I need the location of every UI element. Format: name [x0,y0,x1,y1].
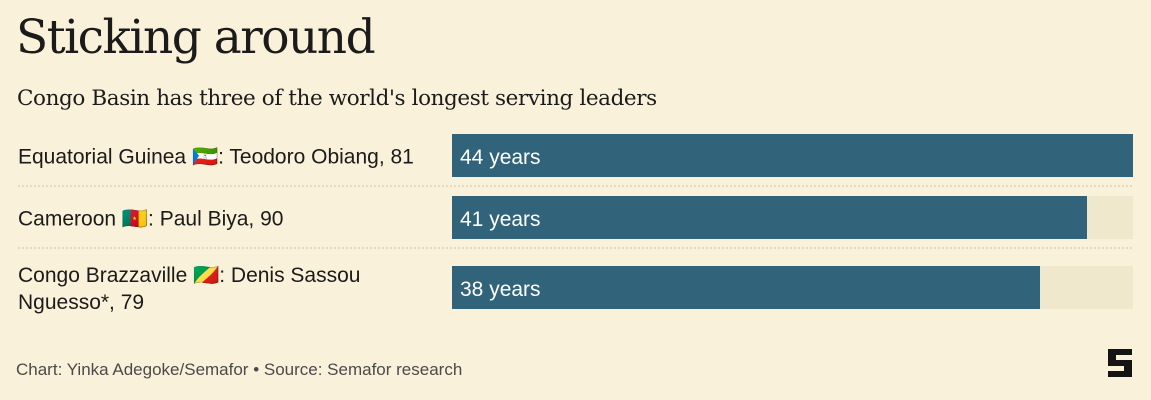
bar-chart: 44 years Equatorial Guinea 🇬🇶: Teodoro Ob… [18,134,1133,314]
category-label-1: Equatorial Guinea 🇬🇶: Teodoro Obiang, 81 [18,146,414,169]
bar-2 [452,196,1087,239]
bar-value-label-1: 44 years [460,146,541,169]
semafor-logo-icon [1108,349,1132,377]
category-label-3-line-1: Congo Brazzaville 🇨🇬: Denis Sassou [18,264,360,287]
category-label-2: Cameroon 🇨🇲: Paul Biya, 90 [18,208,283,231]
chart-credit: Chart: Yinka Adegoke/Semafor • Source: S… [16,360,463,379]
chart-subtitle: Congo Basin has three of the world's lon… [17,86,657,111]
bar-value-label-2: 41 years [460,208,541,231]
chart-title: Sticking around [16,10,376,65]
category-label-3-line-2: Nguesso*, 79 [18,291,144,314]
bar-1 [452,134,1133,177]
bar-value-label-3: 38 years [460,278,541,301]
bar-3 [452,266,1040,309]
